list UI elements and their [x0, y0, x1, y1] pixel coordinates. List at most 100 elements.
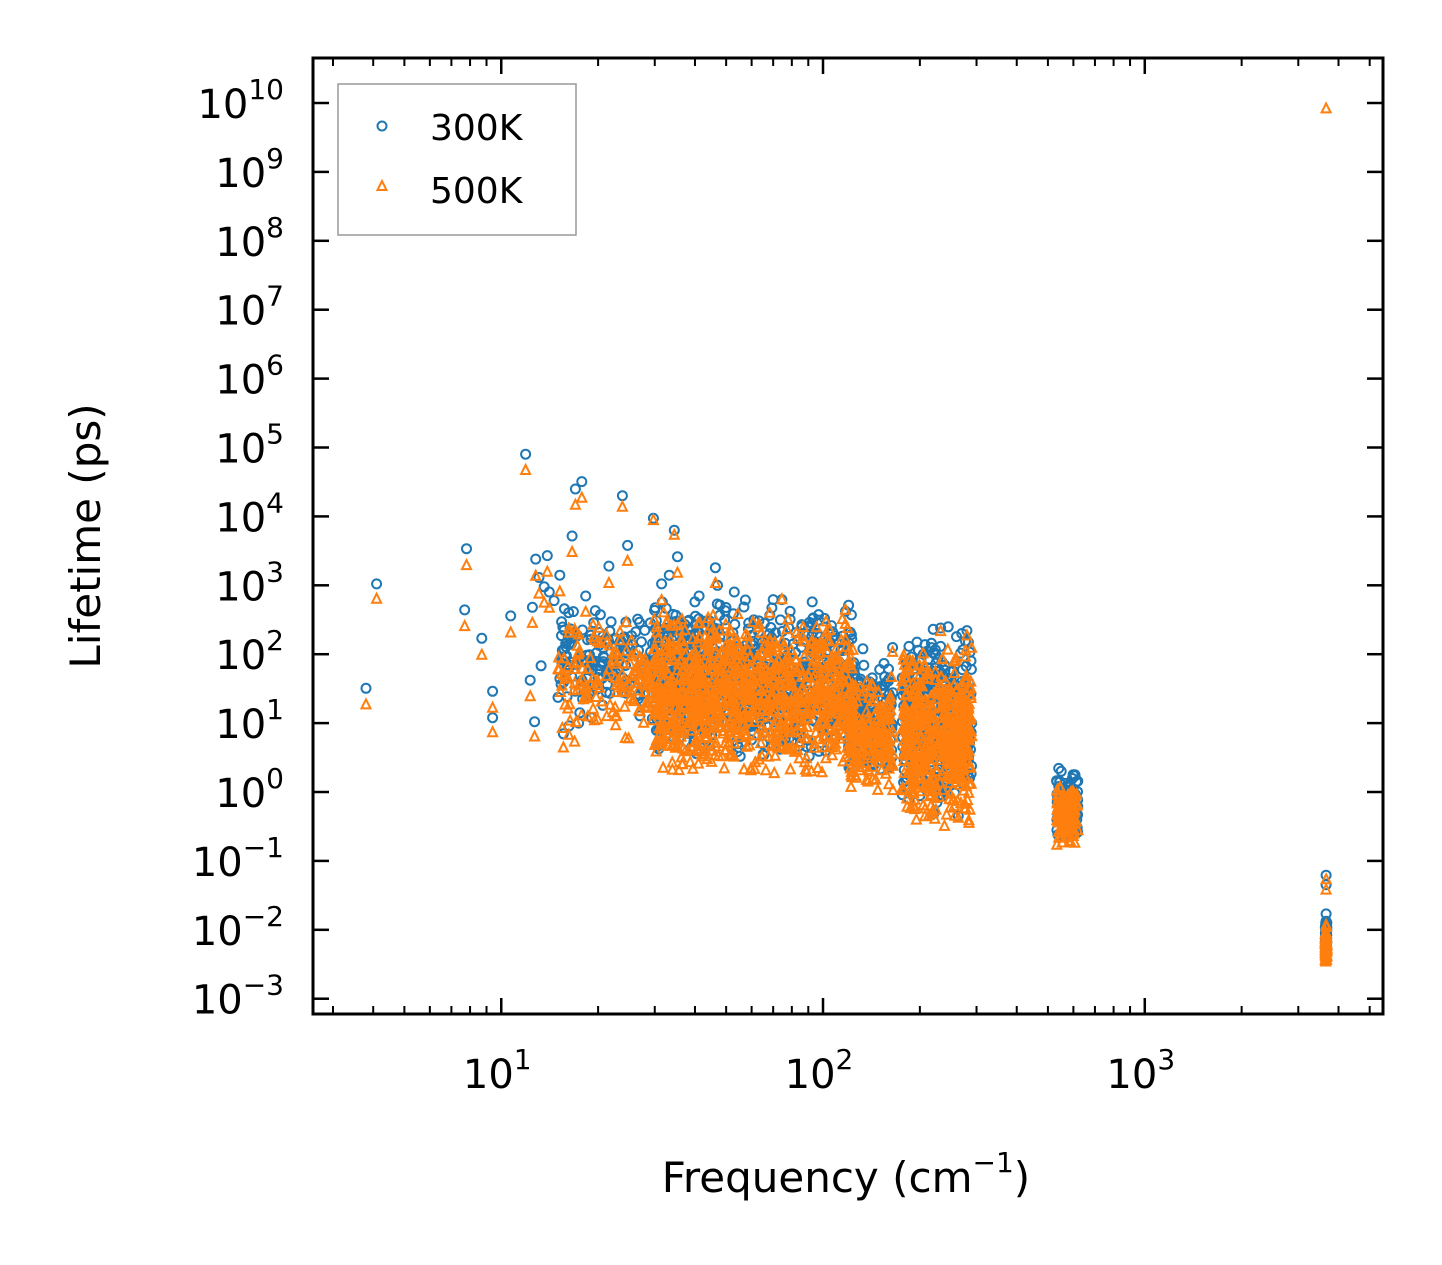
data-point-500k	[819, 614, 833, 627]
data-point-500k	[1320, 943, 1333, 956]
data-point-500k	[957, 728, 971, 741]
data-point-300k	[743, 617, 755, 629]
data-point-500k	[753, 616, 766, 630]
data-point-500k	[632, 659, 645, 672]
data-point-500k	[768, 765, 781, 779]
data-point-500k	[871, 710, 885, 724]
y-tick-label-base: 10	[215, 495, 266, 541]
data-point-500k	[734, 640, 747, 654]
data-point-500k	[569, 497, 582, 510]
y-axis-label: Lifetime (ps)	[61, 403, 110, 668]
data-point-500k	[811, 760, 824, 773]
data-point-500k	[679, 707, 692, 721]
data-point-500k	[709, 708, 722, 721]
data-point-500k	[778, 641, 791, 654]
data-point-500k	[591, 633, 604, 647]
data-point-500k	[780, 622, 794, 635]
data-point-500k	[1066, 784, 1080, 797]
data-point-500k	[697, 676, 710, 689]
y-tick-label: 10−1	[192, 831, 284, 886]
data-point-500k	[961, 706, 974, 719]
data-point-500k	[904, 772, 917, 785]
data-point-500k	[882, 741, 896, 754]
data-point-500k	[657, 605, 670, 618]
data-point-300k	[639, 624, 651, 636]
y-tick-label-base: 10	[215, 564, 266, 610]
data-point-500k	[940, 807, 953, 820]
data-point-500k	[717, 712, 731, 725]
data-point-500k	[573, 675, 587, 688]
data-point-300k	[728, 586, 740, 598]
data-point-300k	[533, 572, 545, 583]
data-point-500k	[927, 772, 940, 785]
data-point-500k	[524, 688, 537, 702]
data-point-300k	[459, 604, 471, 616]
data-point-500k	[939, 689, 952, 703]
data-point-500k	[1319, 926, 1332, 940]
data-point-500k	[739, 672, 752, 685]
data-point-500k	[821, 633, 834, 646]
data-point-500k	[929, 781, 943, 794]
data-point-500k	[747, 704, 760, 718]
data-point-500k	[913, 657, 926, 671]
data-point-500k	[939, 673, 952, 687]
data-point-500k	[666, 762, 679, 775]
legend: 300K 500K	[337, 83, 577, 236]
data-point-300k	[520, 448, 532, 460]
data-point-500k	[801, 711, 814, 724]
data-point-500k	[632, 683, 645, 696]
data-point-500k	[808, 688, 822, 701]
data-point-500k	[742, 636, 755, 649]
data-point-500k	[690, 731, 703, 745]
data-point-300k	[476, 632, 488, 644]
y-tick-label: 10−2	[192, 900, 284, 955]
data-point-500k	[819, 722, 832, 735]
data-point-500k	[763, 605, 776, 618]
data-point-300k	[857, 643, 869, 655]
data-point-500k	[784, 762, 797, 775]
data-point-500k	[759, 762, 772, 776]
data-point-300k	[739, 594, 751, 606]
data-point-500k	[811, 696, 824, 709]
data-point-500k	[751, 648, 765, 661]
data-point-500k	[700, 687, 713, 701]
data-point-500k	[718, 761, 731, 774]
data-point-500k	[951, 729, 965, 742]
data-point-300k	[461, 543, 472, 555]
data-point-500k	[625, 633, 638, 646]
data-point-500k	[668, 527, 681, 540]
data-point-500k	[820, 703, 833, 717]
data-point-300k	[807, 613, 819, 625]
data-point-500k	[925, 717, 938, 730]
data-point-500k	[875, 763, 888, 776]
data-point-300k	[530, 553, 542, 565]
data-point-500k	[561, 701, 575, 714]
data-point-500k	[925, 758, 938, 771]
data-point-300k	[880, 676, 892, 688]
data-point-500k	[600, 627, 613, 640]
data-point-500k	[567, 682, 580, 696]
data-point-500k	[724, 684, 737, 697]
data-point-500k	[746, 614, 760, 627]
data-point-500k	[937, 762, 950, 776]
data-point-500k	[579, 604, 592, 617]
data-point-500k	[638, 684, 651, 698]
data-point-500k	[608, 700, 622, 713]
data-point-500k	[958, 801, 971, 814]
data-point-500k	[845, 769, 859, 783]
data-point-500k	[786, 678, 800, 691]
x-tick-label: 102	[785, 1043, 854, 1098]
data-point-300k	[903, 640, 915, 652]
data-point-500k	[664, 632, 677, 645]
data-point-500k	[905, 740, 918, 753]
data-point-500k	[951, 681, 964, 695]
data-point-500k	[776, 633, 789, 646]
y-tick-label-base: 10	[192, 840, 243, 886]
data-point-500k	[553, 584, 566, 597]
data-point-500k	[960, 668, 973, 681]
data-point-500k	[810, 703, 823, 716]
data-point-500k	[708, 711, 722, 724]
data-point-500k	[696, 706, 710, 719]
data-point-500k	[683, 688, 696, 701]
data-point-300k	[942, 621, 954, 633]
